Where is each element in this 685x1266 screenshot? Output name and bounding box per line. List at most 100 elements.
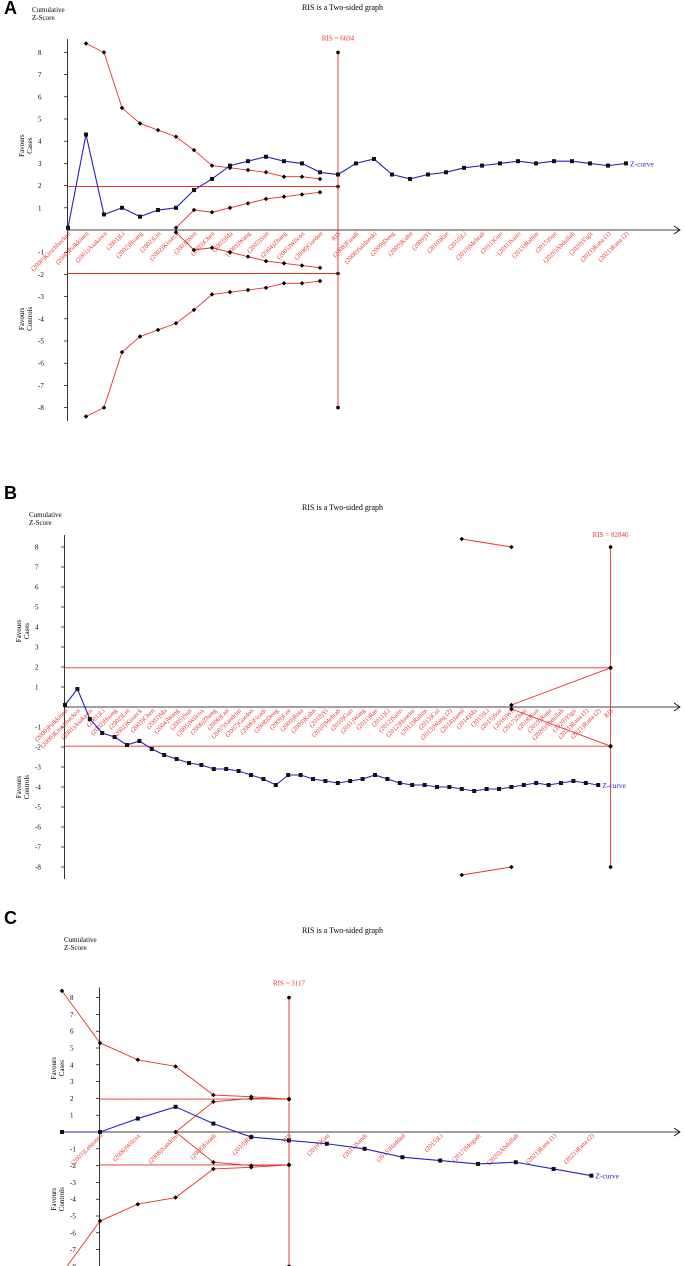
p0-z-curve-point <box>282 159 286 164</box>
p1-z-curve-point <box>298 773 303 777</box>
p1-z-curve-point <box>249 773 253 777</box>
p2-y-tick-label: -1 <box>70 1145 76 1153</box>
p0-lower-boundary <box>85 280 321 417</box>
p2-z-curve-point <box>589 1173 594 1178</box>
p0-futility-lower-point <box>281 261 287 266</box>
p2-favours-controls-label-part: Controls <box>58 1187 66 1211</box>
p0-z-curve-point <box>480 163 484 168</box>
p0-futility-lower-point <box>263 258 269 264</box>
p1-lower-boundary-point <box>459 872 465 878</box>
p1-y-tick-label: 6 <box>35 584 39 592</box>
p2-lower-boundary-point <box>173 1195 178 1200</box>
p0-favours-cases-label: FavoursCases <box>18 134 34 157</box>
p1-z-curve-point <box>397 781 402 785</box>
p0-z-curve-point <box>552 159 556 164</box>
p1-z-curve-point <box>459 787 464 791</box>
p1-z-curve-point <box>273 783 278 787</box>
p0-futility-upper-point <box>281 194 287 199</box>
p1-z-curve-point <box>559 781 563 785</box>
p2-z-curve-point <box>400 1155 405 1160</box>
p0-z-curve-point <box>210 176 214 181</box>
p1-favours-cases-label-part: Cases <box>23 623 31 640</box>
p2-y-tick-label: -3 <box>70 1179 76 1187</box>
p0-upper-boundary-point <box>101 50 107 55</box>
p1-ris-top-marker <box>608 545 613 549</box>
p0-z-curve-point <box>408 176 412 181</box>
p1-z-curve-point <box>211 767 216 771</box>
p1-z-curve-point <box>447 785 452 789</box>
p1-futility-upper-point <box>608 665 613 671</box>
p1-z-curve-point <box>360 777 365 781</box>
p1-y-tick-label: 5 <box>35 604 39 612</box>
p2-z-curve-point <box>173 1104 178 1109</box>
p2-favours-controls-label: FavoursControls <box>50 1187 66 1211</box>
p0-lower-boundary-point <box>101 405 107 410</box>
p0-z-curve-point <box>174 205 178 210</box>
p0-futility-upper-point <box>299 192 305 197</box>
p2-z-curve-point <box>362 1146 367 1151</box>
p1-y-tick-label: -8 <box>35 864 41 872</box>
p0-z-curve-point <box>192 188 196 193</box>
p0-lower-boundary-point <box>281 281 287 286</box>
p0-z-curve-line <box>67 134 627 228</box>
p1-z-curve-line <box>64 687 599 792</box>
p1-z-curve-point <box>596 783 601 787</box>
p1-z-curve-point <box>509 785 514 789</box>
p2-x-tick-label: (2021)Rana (2) <box>563 1132 596 1165</box>
p0-lower-boundary-point <box>245 287 251 293</box>
p2-y-tick-label: -6 <box>70 1229 76 1237</box>
p0-z-curve-point <box>66 225 70 230</box>
p0-favours-controls-label-part: Favours <box>18 307 26 330</box>
p1-y-tick-label: 8 <box>35 544 39 552</box>
p1-y-tick-label: -4 <box>35 784 41 792</box>
p0-futility-upper <box>175 191 321 229</box>
p2-y-tick-label: -4 <box>70 1196 76 1204</box>
p2-z-curve-point <box>476 1161 480 1166</box>
p1-z-curve-point <box>112 735 117 739</box>
p0-z-curve-point <box>336 172 340 177</box>
p2-futility-upper-point <box>286 1096 292 1102</box>
panel-b-label: B <box>4 483 17 503</box>
p1-z-curve-point <box>497 787 501 791</box>
p2-x-tick-label: (2008)Sandrini <box>147 1132 180 1165</box>
p2-favours-controls-label-part: Favours <box>50 1188 58 1211</box>
p1-favours-controls-label-part: Favours <box>15 775 23 798</box>
p1-z-curve-point <box>472 789 477 793</box>
p1-z-curve-point <box>583 781 588 785</box>
p2-y-tick-label: -2 <box>70 1162 76 1170</box>
p0-z-curve-point <box>300 161 304 166</box>
p0-y-tick-label: -3 <box>38 293 44 301</box>
p2-z-curve-point <box>98 1130 102 1134</box>
p1-lower-boundary <box>461 866 512 876</box>
p1-futility-upper <box>511 667 611 706</box>
p0-z-curve-point <box>84 132 88 137</box>
p1-z-curve-point <box>435 785 439 789</box>
p0-z-curve-point <box>462 165 466 170</box>
p0-z-curve-point <box>102 212 106 217</box>
p2-favours-cases-label: FavoursCases <box>50 1057 66 1080</box>
p0-lower-boundary-point <box>209 292 215 297</box>
p1-z-curve-point <box>410 783 415 787</box>
p1-y-tick-label: -2 <box>35 744 41 752</box>
p0-x-axis-arrow <box>673 225 681 235</box>
p1-z-curve-point <box>224 767 229 771</box>
panel-a-title: RIS is a Two-sided graph <box>301 3 384 12</box>
p0-z-curve-point <box>246 159 250 164</box>
p2-x-axis-arrow <box>673 1127 681 1137</box>
p0-y-tick-label: 8 <box>38 49 42 57</box>
p2-y-tick-label: -7 <box>70 1246 76 1254</box>
p0-z-curve-point <box>588 161 592 166</box>
p0-y-tick-label: -8 <box>38 404 44 412</box>
p0-z-curve-point <box>534 161 538 166</box>
p2-lower-boundary-point <box>135 1201 141 1207</box>
p2-y-tick-label: -5 <box>70 1213 76 1221</box>
p0-upper-boundary-point <box>281 174 287 179</box>
p0-favours-cases-label-part: Favours <box>18 134 26 157</box>
p1-favours-controls-label: FavoursControls <box>15 775 31 799</box>
panel-c-chart: 8 7 6 5 4 3 2 1 -1 -2 -3 -4 -5 -6 -7 -8 CumulativeZ-Scor… <box>50 936 681 1266</box>
p0-z-curve-point <box>624 161 628 166</box>
p0-z-curve-point <box>516 159 520 164</box>
p1-z-curve-point <box>236 769 241 773</box>
p2-futility-lower <box>175 1131 290 1167</box>
p0-y-tick-label: -2 <box>38 271 44 279</box>
